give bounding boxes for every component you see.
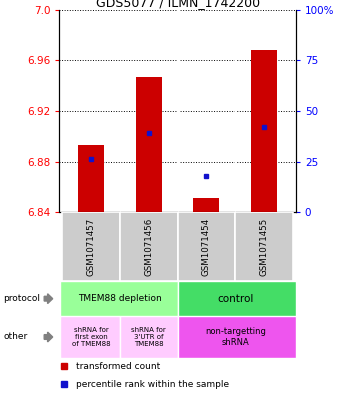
Bar — [193, 198, 219, 212]
Text: shRNA for
3'UTR of
TMEM88: shRNA for 3'UTR of TMEM88 — [132, 327, 166, 347]
Text: control: control — [217, 294, 254, 304]
FancyBboxPatch shape — [120, 316, 178, 358]
Text: other: other — [3, 332, 28, 342]
Bar — [136, 77, 162, 212]
Text: GSM1071456: GSM1071456 — [144, 217, 153, 276]
FancyBboxPatch shape — [178, 212, 235, 281]
Text: GSM1071457: GSM1071457 — [87, 217, 96, 276]
FancyBboxPatch shape — [59, 316, 120, 358]
Text: percentile rank within the sample: percentile rank within the sample — [76, 380, 229, 389]
Text: transformed count: transformed count — [76, 362, 160, 371]
Text: GSM1071455: GSM1071455 — [260, 217, 269, 276]
FancyBboxPatch shape — [235, 212, 293, 281]
FancyBboxPatch shape — [178, 281, 296, 316]
Bar — [78, 145, 104, 212]
Text: TMEM88 depletion: TMEM88 depletion — [78, 294, 162, 303]
Bar — [251, 50, 277, 212]
Text: GSM1071454: GSM1071454 — [202, 217, 211, 276]
FancyBboxPatch shape — [62, 212, 120, 281]
Title: GDS5077 / ILMN_1742200: GDS5077 / ILMN_1742200 — [96, 0, 260, 9]
Text: shRNA for
first exon
of TMEM88: shRNA for first exon of TMEM88 — [72, 327, 110, 347]
FancyBboxPatch shape — [59, 281, 177, 316]
Text: protocol: protocol — [3, 294, 40, 303]
FancyBboxPatch shape — [178, 316, 296, 358]
FancyBboxPatch shape — [120, 212, 178, 281]
Text: non-targetting
shRNA: non-targetting shRNA — [205, 327, 266, 347]
